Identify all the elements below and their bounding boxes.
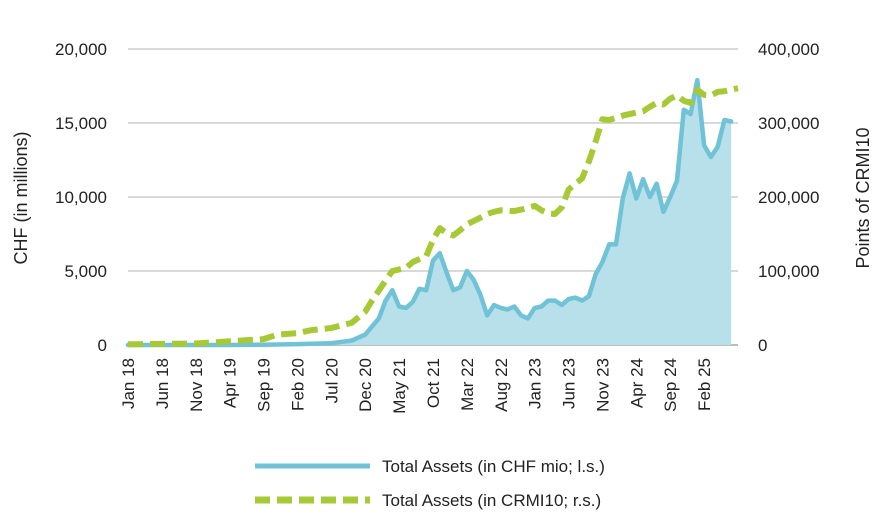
- right-tick-label: 200,000: [758, 188, 819, 207]
- right-axis-ticks: 0 100,000 200,000 300,000 400,000: [758, 40, 819, 355]
- x-tick-label: Jun 23: [560, 358, 579, 409]
- left-tick-label: 5,000: [64, 262, 107, 281]
- chf-assets-area: [128, 80, 732, 345]
- right-tick-label: 400,000: [758, 40, 819, 59]
- x-tick-label: Aug 22: [492, 358, 511, 412]
- x-tick-label: Feb 20: [288, 358, 307, 411]
- area-layer: [128, 80, 732, 345]
- right-tick-label: 100,000: [758, 262, 819, 281]
- x-tick-label: Apr 24: [627, 358, 646, 408]
- left-axis-title: CHF (in millions): [11, 131, 31, 264]
- legend-label-chf: Total Assets (in CHF mio; l.s.): [382, 457, 605, 476]
- x-tick-label: Nov 23: [593, 358, 612, 412]
- x-tick-label: Jul 20: [322, 358, 341, 403]
- x-tick-label: Jan 18: [119, 358, 138, 409]
- right-tick-label: 300,000: [758, 114, 819, 133]
- x-tick-label: Jun 18: [153, 358, 172, 409]
- legend-label-crmi: Total Assets (in CRMI10; r.s.): [382, 491, 601, 510]
- x-tick-label: Sep 24: [661, 358, 680, 412]
- left-tick-label: 15,000: [55, 114, 107, 133]
- left-axis-ticks: 0 5,000 10,000 15,000 20,000: [55, 40, 107, 355]
- legend: Total Assets (in CHF mio; l.s.) Total As…: [255, 457, 605, 510]
- x-axis-ticks: Jan 18 Jun 18 Nov 18 Apr 19 Sep 19 Feb 20 Jul …: [119, 358, 714, 414]
- x-tick-label: May 21: [390, 358, 409, 414]
- x-tick-label: Sep 19: [255, 358, 274, 412]
- left-tick-label: 10,000: [55, 188, 107, 207]
- right-axis-title: Points of CRMI10: [853, 127, 873, 268]
- x-tick-label: Mar 22: [458, 358, 477, 411]
- x-tick-label: Feb 25: [695, 358, 714, 411]
- crmi10-assets-line: [127, 85, 739, 348]
- left-tick-label: 20,000: [55, 40, 107, 59]
- right-tick-label: 0: [758, 336, 767, 355]
- left-tick-label: 0: [98, 336, 107, 355]
- x-tick-label: Apr 19: [221, 358, 240, 408]
- x-tick-label: Oct 21: [424, 358, 443, 408]
- x-tick-label: Jan 23: [526, 358, 545, 409]
- x-tick-label: Dec 20: [356, 358, 375, 412]
- x-tick-label: Nov 18: [187, 358, 206, 412]
- chf-assets-line: [125, 77, 734, 348]
- line-layer: [125, 77, 739, 348]
